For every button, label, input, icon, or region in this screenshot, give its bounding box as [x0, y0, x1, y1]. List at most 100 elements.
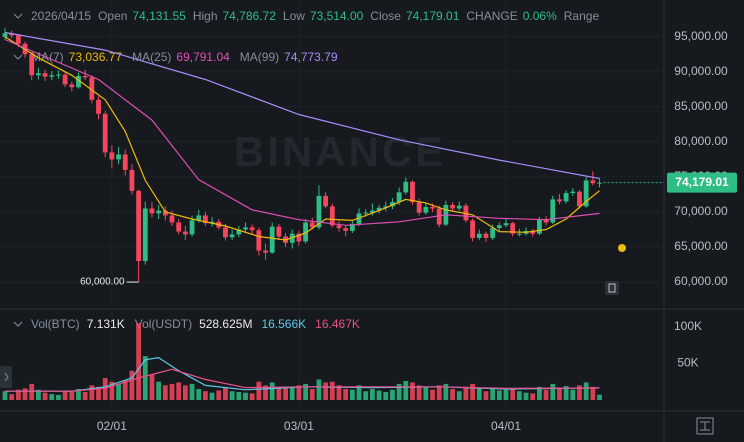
volume-bar — [456, 391, 462, 400]
volume-bar — [2, 391, 8, 400]
candle-body — [189, 220, 195, 235]
volume-bar — [256, 381, 262, 400]
candle-body — [423, 207, 429, 213]
candle-body — [583, 180, 589, 207]
volume-bar — [410, 382, 415, 400]
volume-bar — [503, 389, 509, 400]
volume-bar — [510, 388, 516, 400]
candle-body — [169, 215, 175, 223]
candle-body — [102, 113, 108, 153]
y-tick-label: 65,000.00 — [674, 239, 728, 253]
volume-bar — [142, 356, 148, 400]
header-value: 74,179.01 — [406, 9, 460, 23]
ma-legend: MA(7) 73,036.77 MA(25) 69,791.04 MA(99) 74,77… — [31, 50, 338, 64]
candle-body — [537, 219, 542, 234]
volume-bar — [156, 381, 162, 400]
candle-body — [323, 195, 329, 207]
candle-body — [69, 84, 75, 88]
y-tick-label: 85,000.00 — [674, 99, 728, 113]
header-value: 73,514.00 — [310, 9, 364, 23]
volume-bar — [243, 392, 248, 400]
candle-body — [276, 226, 282, 237]
candle-body — [149, 208, 155, 214]
candle-body — [516, 233, 522, 235]
volume-bar — [76, 389, 81, 400]
volume-bar — [269, 382, 275, 400]
candle-body — [249, 227, 255, 231]
ma-line — [4, 31, 600, 180]
volume-bar — [29, 383, 35, 400]
candle-body — [176, 222, 182, 232]
candle-body — [410, 181, 415, 203]
volume-bar — [557, 387, 562, 400]
volume-bar — [62, 391, 68, 400]
volume-bar — [443, 383, 449, 400]
candle-body — [269, 226, 275, 253]
collapse-icon[interactable] — [13, 321, 23, 327]
settings-icon[interactable] — [696, 417, 714, 435]
header-value: 74,786.72 — [223, 9, 277, 23]
volume-tick-label: 100K — [674, 319, 702, 333]
candle-body — [356, 213, 362, 224]
event-dot[interactable] — [618, 244, 626, 252]
volume-ma-legend-value: 16.566K — [261, 317, 306, 331]
candle-body — [370, 210, 375, 213]
candle-body — [263, 250, 268, 253]
volume-bar — [450, 389, 455, 400]
volume-bar — [109, 381, 115, 400]
volume-legend-title: Vol(USDT) — [135, 317, 192, 331]
volume-bar — [523, 392, 529, 400]
candle-body — [396, 192, 402, 203]
event-icon[interactable] — [605, 281, 619, 295]
ma-legend-name: MA(25) — [132, 50, 171, 64]
candle-body — [376, 207, 382, 211]
volume-bar — [9, 394, 15, 400]
volume-bar — [89, 385, 95, 400]
candle-body — [116, 154, 121, 160]
volume-legend-value: 528.625M — [199, 317, 252, 331]
candle-body — [403, 181, 409, 193]
volume-tick-label: 50K — [677, 356, 698, 370]
volume-bar — [516, 391, 522, 400]
volume-bar — [56, 394, 61, 400]
volume-bar — [349, 389, 355, 400]
candle-body — [203, 215, 208, 224]
volume-bar — [15, 389, 21, 400]
volume-bar — [296, 385, 302, 400]
candle-body — [436, 208, 442, 225]
volume-bar — [22, 388, 28, 400]
volume-bar — [376, 390, 382, 400]
ma-legend-name: MA(99) — [240, 50, 279, 64]
side-tab[interactable] — [0, 366, 12, 388]
candle-body — [142, 208, 148, 262]
volume-legend-title: Vol(BTC) — [31, 317, 80, 331]
volume-bar — [229, 391, 235, 400]
candle-body — [496, 225, 502, 229]
volume-bar — [149, 374, 155, 400]
volume-bar — [283, 386, 288, 400]
candle-body — [136, 190, 141, 262]
volume-bar — [216, 390, 222, 400]
collapse-icon[interactable] — [13, 13, 23, 19]
header-label: Low — [283, 9, 305, 23]
header-label: Close — [370, 9, 401, 23]
x-tick-label: 04/01 — [491, 419, 521, 433]
ohlc-header: 2026/04/15 Open 74,131.55 High 74,786.72 Low 7… — [31, 9, 599, 23]
last-price-box — [667, 172, 737, 193]
candle-body — [229, 234, 235, 238]
candle-body — [96, 99, 101, 114]
volume-bar — [403, 380, 409, 400]
volume-bar — [263, 385, 268, 400]
ma-line — [5, 368, 600, 392]
candle-body — [450, 204, 455, 209]
candle-body — [470, 220, 475, 238]
candle-body — [89, 77, 95, 100]
event-icon-glyph — [608, 283, 616, 293]
volume-bar — [203, 391, 208, 400]
collapse-icon[interactable] — [13, 54, 23, 60]
candle-body — [363, 212, 369, 214]
volume-bar — [416, 385, 422, 400]
y-tick-label: 70,000.00 — [674, 204, 728, 218]
candle-body — [256, 230, 262, 251]
